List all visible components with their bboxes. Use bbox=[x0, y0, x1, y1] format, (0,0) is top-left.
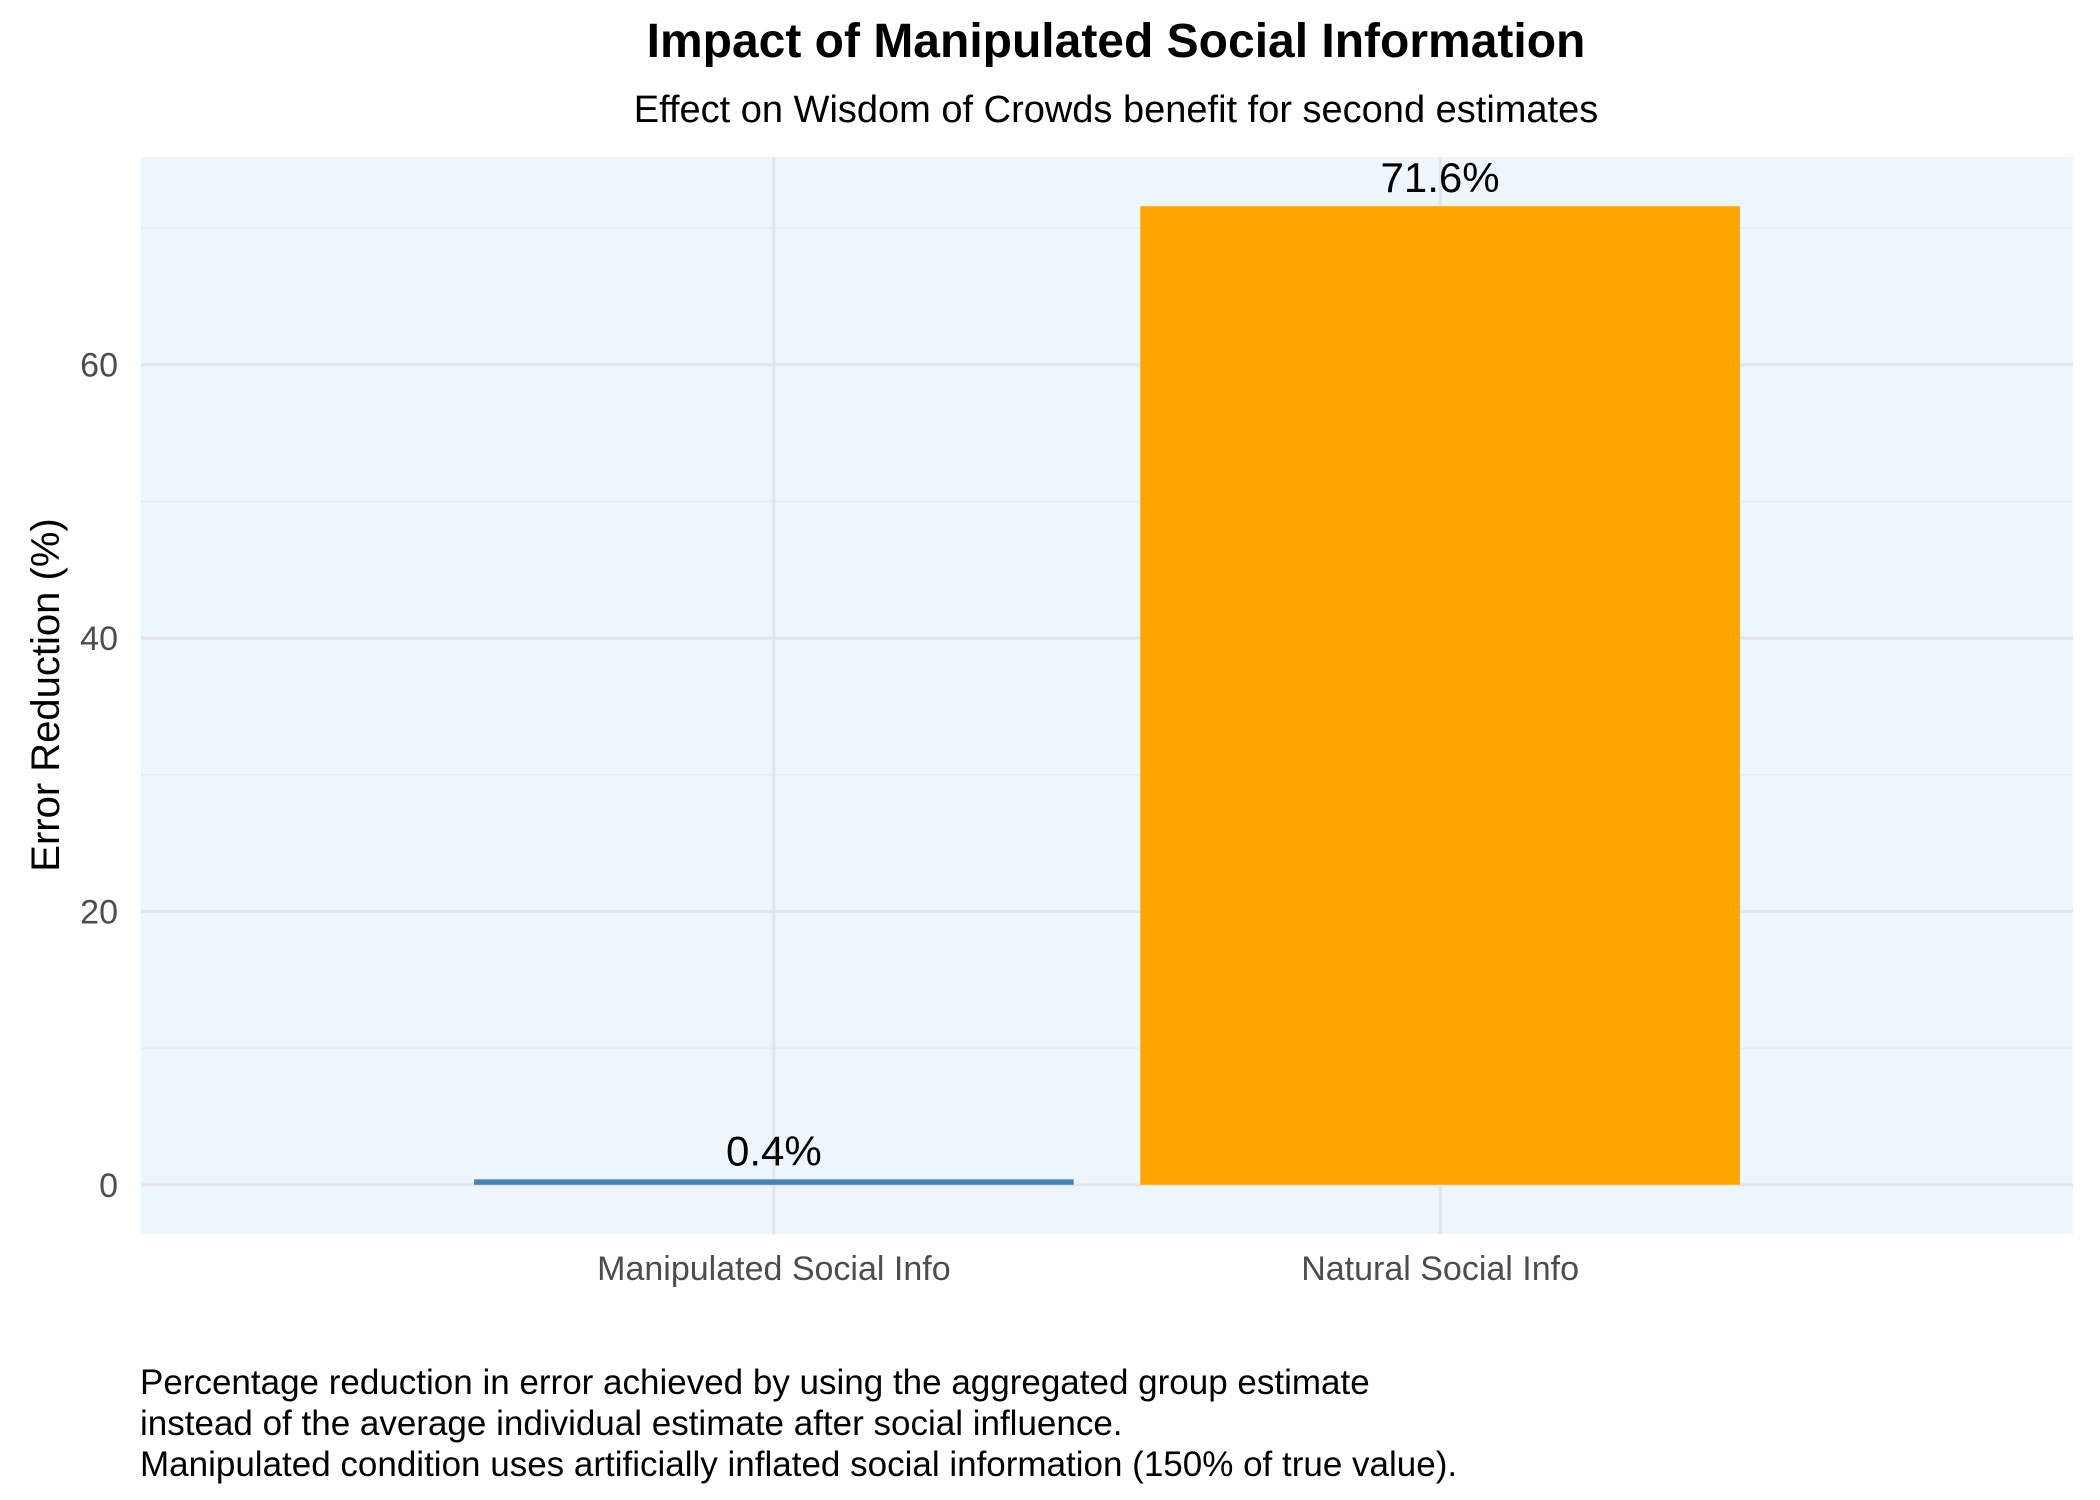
plot-panel bbox=[141, 157, 2073, 1234]
x-tick-label: Natural Social Info bbox=[1301, 1250, 1579, 1288]
y-tick-label: 0 bbox=[99, 1167, 118, 1205]
bar-1 bbox=[474, 1179, 1074, 1185]
y-tick-label: 20 bbox=[80, 893, 118, 931]
x-axis-ticks: Manipulated Social Info Natural Social In… bbox=[597, 1250, 1579, 1288]
caption-line-3: Manipulated condition uses artificially … bbox=[140, 1445, 1458, 1484]
caption-line-2: instead of the average individual estima… bbox=[140, 1404, 1123, 1443]
bar-2 bbox=[1140, 206, 1740, 1185]
data-label-2: 71.6% bbox=[1381, 154, 1500, 201]
chart-title: Impact of Manipulated Social Information bbox=[647, 15, 1586, 68]
x-tick-label: Manipulated Social Info bbox=[597, 1250, 950, 1288]
caption-line-1: Percentage reduction in error achieved b… bbox=[140, 1363, 1370, 1402]
chart-caption: Percentage reduction in error achieved b… bbox=[140, 1362, 2040, 1485]
data-label-1: 0.4% bbox=[726, 1127, 822, 1174]
y-tick-label: 60 bbox=[80, 347, 118, 385]
y-axis-ticks: 0 20 40 60 bbox=[80, 347, 118, 1205]
y-tick-label: 40 bbox=[80, 620, 118, 658]
y-axis-title: Error Reduction (%) bbox=[24, 518, 68, 871]
bar-series bbox=[474, 206, 1740, 1185]
chart-subtitle: Effect on Wisdom of Crowds benefit for s… bbox=[634, 89, 1599, 131]
data-labels: 0.4% 71.6% bbox=[726, 154, 1500, 1174]
